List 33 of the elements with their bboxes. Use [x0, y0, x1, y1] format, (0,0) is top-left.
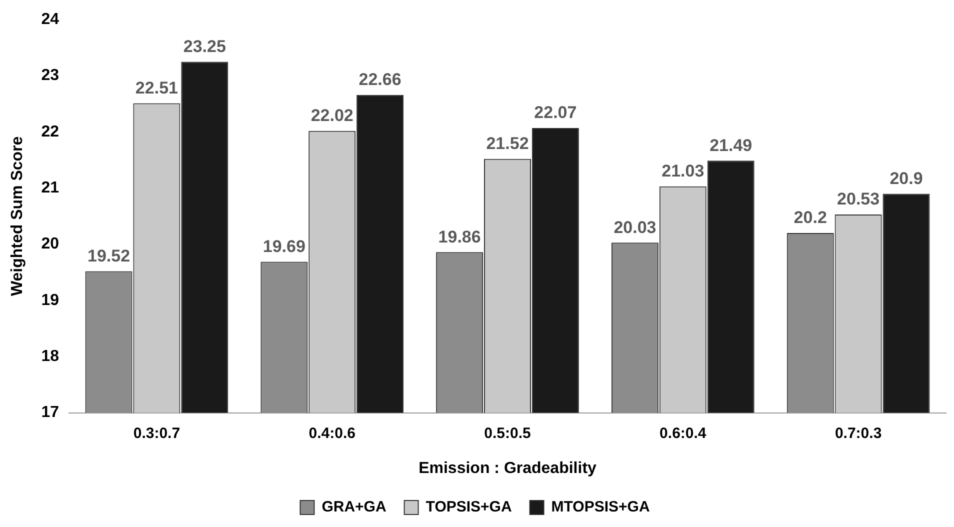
y-tick-label: 19 [41, 292, 60, 309]
y-tick-label: 21 [41, 180, 60, 197]
y-tick-label: 23 [41, 67, 60, 84]
y-tick-label: 20 [41, 236, 60, 253]
data-label: 21.03 [662, 162, 704, 181]
x-axis-title: Emission : Gradeability [418, 460, 597, 477]
y-tick-label: 17 [41, 404, 60, 422]
legend-label: TOPSIS+GA [426, 498, 512, 516]
data-label: 23.25 [183, 36, 226, 56]
x-tick-label: 0.3:0.7 [133, 424, 180, 442]
legend-label: GRA+GA [322, 498, 386, 516]
data-label: 20.03 [614, 218, 656, 237]
y-axis-title: Weighted Sum Score [9, 136, 26, 296]
data-label: 21.49 [710, 136, 752, 155]
data-label: 20.9 [890, 168, 923, 188]
data-label: 19.69 [262, 236, 306, 256]
data-label: 20.2 [794, 208, 827, 228]
x-tick-label: 0.7:0.3 [834, 424, 882, 442]
legend-label: MTOPSIS+GA [551, 498, 650, 516]
x-tick-label: 0.4:0.6 [308, 424, 356, 442]
y-tick-label: 24 [41, 11, 60, 28]
x-tick-label: 0.5:0.5 [484, 424, 531, 442]
x-tick-label: 0.6:0.4 [660, 424, 707, 442]
data-label: 20.53 [837, 190, 880, 209]
data-label: 19.86 [438, 227, 481, 246]
data-label: 22.51 [135, 78, 178, 98]
data-label: 22.66 [358, 70, 402, 90]
data-label: 21.52 [486, 134, 529, 154]
data-label: 19.52 [87, 246, 130, 266]
y-tick-label: 18 [41, 348, 60, 366]
data-label: 22.02 [310, 106, 354, 126]
y-tick-label: 22 [41, 123, 60, 140]
data-label: 22.07 [534, 103, 577, 122]
